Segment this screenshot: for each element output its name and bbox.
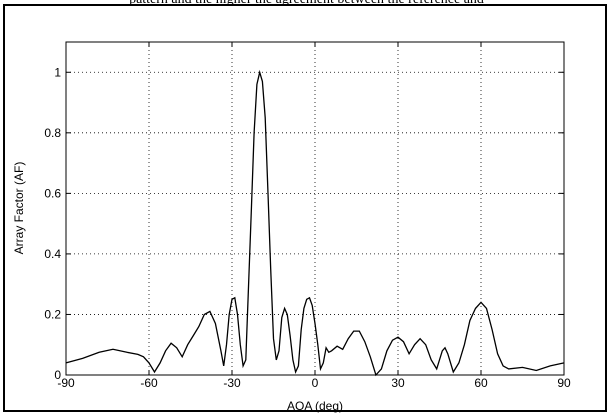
y-tick-label: 0 xyxy=(54,368,61,382)
y-tick-label: 0.2 xyxy=(44,307,61,321)
axis-ticks xyxy=(65,42,565,376)
x-tick-label: 60 xyxy=(474,376,488,390)
y-tick-label: 0.8 xyxy=(44,126,61,140)
x-tick-label: -60 xyxy=(140,376,158,390)
y-tick-labels: 0 0.2 0.4 0.6 0.8 1 xyxy=(44,65,61,382)
y-tick-label: 0.6 xyxy=(44,186,61,200)
x-tick-label: 0 xyxy=(312,376,319,390)
series-line xyxy=(65,69,565,377)
x-axis-label: AOA (deg) xyxy=(287,399,343,413)
top-caption-text: pattern and the higher the agreement bet… xyxy=(0,0,613,8)
y-tick-label: 1 xyxy=(54,65,61,79)
x-tick-label: 30 xyxy=(391,376,405,390)
y-tick-label: 0.4 xyxy=(44,247,61,261)
x-tick-label: 90 xyxy=(557,376,571,390)
grid-lines xyxy=(66,42,564,375)
plot-box xyxy=(65,41,565,376)
y-axis-label: Array Factor (AF) xyxy=(12,162,26,255)
x-tick-label: -90 xyxy=(57,376,75,390)
x-tick-labels: -90 -60 -30 0 30 60 90 xyxy=(57,376,571,390)
x-tick-label: -30 xyxy=(223,376,241,390)
figure-frame xyxy=(3,4,607,412)
